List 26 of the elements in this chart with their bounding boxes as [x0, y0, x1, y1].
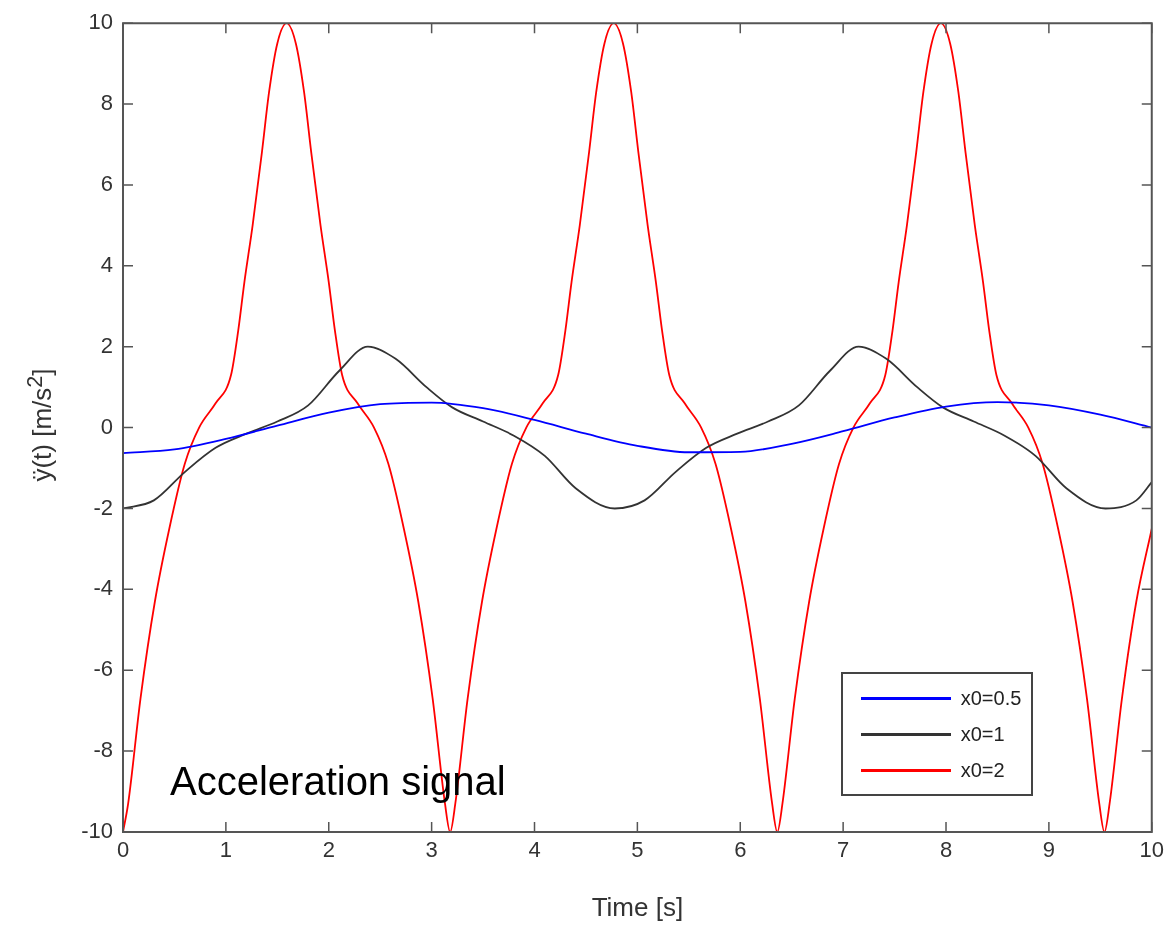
legend-label: x0=0.5 — [960, 686, 1022, 710]
legend-label: x0=1 — [960, 722, 1005, 746]
x-tick-label: 4 — [528, 837, 541, 863]
y-tick-label: 8 — [100, 90, 113, 116]
y-tick-label: 2 — [100, 332, 113, 358]
x-tick-label: 1 — [219, 837, 232, 863]
x-tick-label: 8 — [939, 837, 953, 863]
y-tick-label: 10 — [88, 9, 113, 35]
y-tick-label: -10 — [81, 818, 113, 844]
x-tick-label: 9 — [1042, 837, 1056, 863]
y-tick-label: -6 — [93, 656, 113, 682]
y-tick-label: 6 — [100, 171, 113, 197]
x-tick-label: 3 — [425, 837, 438, 863]
x-tick-label: 5 — [631, 837, 644, 863]
x-tick-label: 7 — [837, 837, 850, 863]
y-tick-label: -2 — [93, 494, 113, 520]
x-tick-label: 2 — [322, 837, 335, 863]
y-tick-label: 4 — [100, 251, 113, 277]
x-tick-label: 10 — [1139, 837, 1165, 863]
x-tick-label: 0 — [116, 837, 130, 863]
y-tick-label: -4 — [93, 575, 113, 601]
x-axis-title: Time [s] — [591, 891, 684, 922]
y-tick-label: -8 — [93, 737, 113, 763]
x-tick-label: 6 — [734, 837, 747, 863]
y-tick-label: 0 — [100, 413, 113, 439]
legend-label: x0=2 — [960, 758, 1005, 782]
